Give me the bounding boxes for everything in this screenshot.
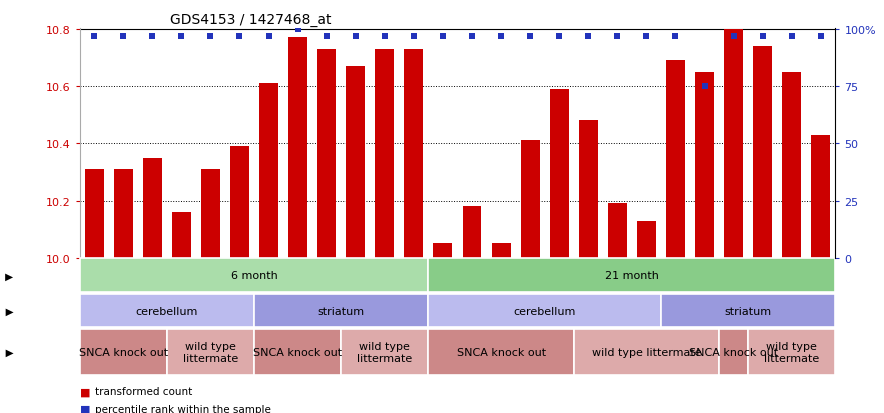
Point — [232, 33, 247, 40]
Text: wild type
littermate: wild type littermate — [357, 341, 413, 363]
Text: transformed count: transformed count — [95, 387, 193, 396]
Point — [465, 33, 479, 40]
Text: wild type
littermate: wild type littermate — [183, 341, 238, 363]
Point — [87, 33, 101, 40]
Point — [348, 33, 362, 40]
Bar — [341, 329, 429, 375]
Text: ■: ■ — [80, 404, 90, 413]
Bar — [80, 259, 429, 292]
Bar — [608, 204, 627, 258]
Point — [145, 33, 159, 40]
Point — [668, 33, 682, 40]
Text: SNCA knock out: SNCA knock out — [689, 347, 778, 357]
Bar — [492, 244, 511, 258]
Bar — [429, 259, 835, 292]
Bar — [579, 121, 598, 258]
Bar — [753, 47, 772, 258]
Text: 6 month: 6 month — [231, 271, 278, 281]
Bar — [80, 294, 254, 328]
Text: striatum: striatum — [317, 306, 365, 316]
Bar — [462, 207, 482, 258]
Text: cerebellum: cerebellum — [514, 306, 575, 316]
Point — [407, 33, 421, 40]
Point — [523, 33, 537, 40]
Bar — [748, 329, 835, 375]
Bar — [550, 90, 568, 258]
Bar — [637, 221, 656, 258]
Text: SNCA knock out: SNCA knock out — [253, 347, 342, 357]
Bar — [317, 50, 336, 258]
Bar — [80, 329, 167, 375]
Point — [494, 33, 508, 40]
Text: tissue  ▶: tissue ▶ — [0, 306, 13, 316]
Point — [697, 83, 712, 90]
Text: SNCA knock out: SNCA knock out — [79, 347, 168, 357]
Text: 21 month: 21 month — [605, 271, 659, 281]
Point — [174, 33, 188, 40]
Bar — [114, 170, 133, 258]
Text: ■: ■ — [80, 387, 90, 396]
Bar — [574, 329, 719, 375]
Point — [610, 33, 624, 40]
Bar — [661, 294, 835, 328]
Bar — [288, 38, 307, 258]
Point — [552, 33, 567, 40]
Bar — [666, 61, 685, 258]
Point — [116, 33, 130, 40]
Text: percentile rank within the sample: percentile rank within the sample — [95, 404, 271, 413]
Bar — [376, 50, 394, 258]
Text: time  ▶: time ▶ — [0, 271, 13, 281]
Bar — [143, 158, 162, 258]
Text: wild type littermate: wild type littermate — [591, 347, 701, 357]
Point — [203, 33, 217, 40]
Bar — [812, 135, 830, 258]
Bar — [171, 212, 191, 258]
Point — [320, 33, 334, 40]
Point — [377, 33, 392, 40]
Bar — [347, 67, 365, 258]
Point — [436, 33, 450, 40]
Point — [581, 33, 595, 40]
Point — [785, 33, 799, 40]
Text: cerebellum: cerebellum — [135, 306, 198, 316]
Text: genotype/variation  ▶: genotype/variation ▶ — [0, 347, 13, 357]
Bar — [433, 244, 453, 258]
Point — [291, 26, 305, 33]
Bar — [254, 294, 429, 328]
Bar — [167, 329, 254, 375]
Bar — [724, 30, 743, 258]
Bar — [404, 50, 423, 258]
Bar — [201, 170, 220, 258]
Bar — [254, 329, 341, 375]
Point — [814, 33, 828, 40]
Bar — [230, 147, 249, 258]
Point — [262, 33, 276, 40]
Text: wild type
littermate: wild type littermate — [764, 341, 819, 363]
Text: SNCA knock out: SNCA knock out — [456, 347, 545, 357]
Bar — [719, 329, 748, 375]
Bar — [782, 73, 801, 258]
Point — [756, 33, 770, 40]
Bar — [429, 329, 574, 375]
Bar — [259, 84, 278, 258]
Text: striatum: striatum — [725, 306, 772, 316]
Bar — [521, 141, 539, 258]
Bar — [85, 170, 103, 258]
Bar — [695, 73, 714, 258]
Point — [727, 33, 741, 40]
Text: GDS4153 / 1427468_at: GDS4153 / 1427468_at — [171, 12, 332, 26]
Bar — [429, 294, 661, 328]
Point — [639, 33, 653, 40]
